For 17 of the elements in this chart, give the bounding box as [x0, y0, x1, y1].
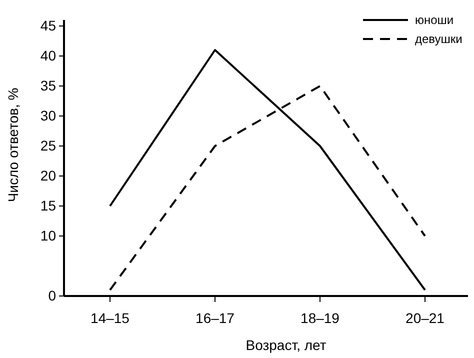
y-tick-label: 10 [40, 227, 56, 244]
x-axis-title: Возраст, лет [246, 337, 327, 353]
legend-label: девушки [415, 32, 462, 46]
y-tick-label: 15 [40, 197, 56, 214]
x-tick-label: 14–15 [90, 310, 130, 326]
legend-label: юноши [415, 13, 454, 27]
y-tick-label: 40 [40, 47, 56, 64]
y-tick-label: 30 [40, 107, 56, 124]
x-tick-label: 16–17 [196, 310, 235, 326]
y-tick-label: 45 [40, 17, 56, 34]
x-tick-label: 18–19 [300, 310, 340, 326]
y-tick-label: 20 [40, 167, 56, 184]
x-tick-label: 20–21 [406, 310, 445, 326]
y-axis-title: Число ответов, % [5, 88, 21, 202]
y-tick-label: 35 [40, 77, 56, 94]
y-tick-label: 25 [40, 137, 56, 154]
y-tick-label: 0 [48, 287, 56, 304]
